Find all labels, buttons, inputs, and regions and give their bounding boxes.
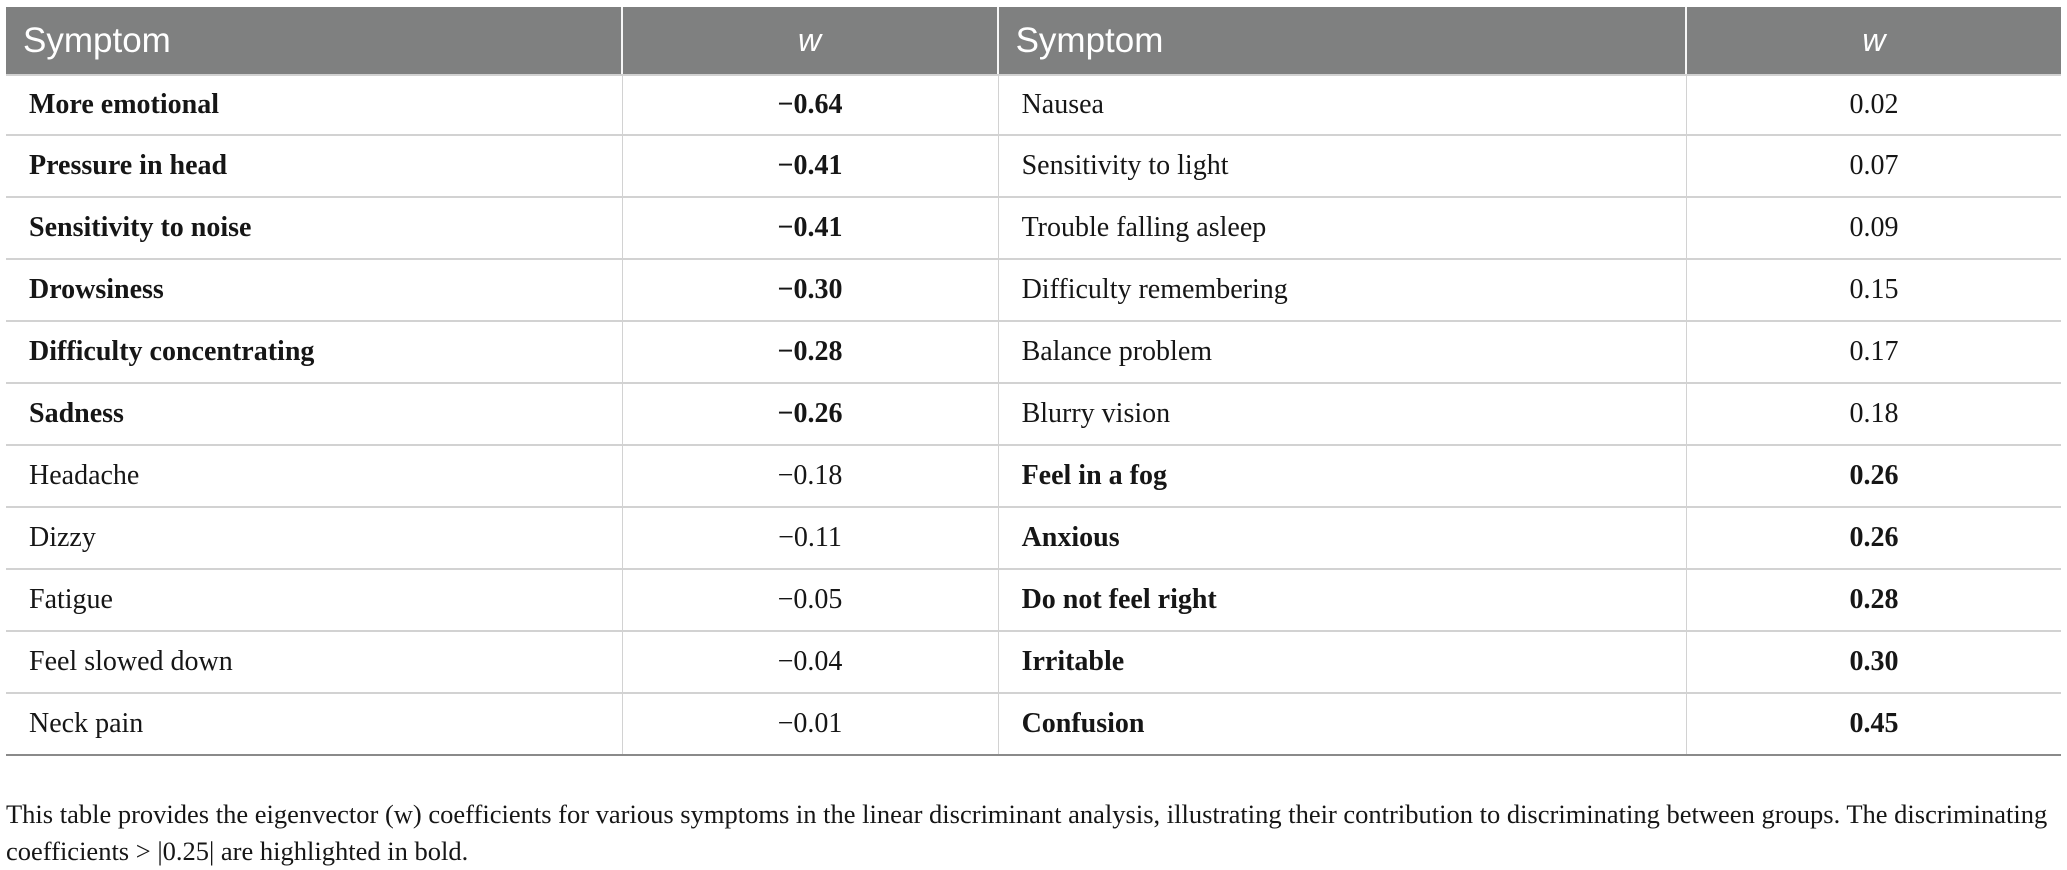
w-value-cell: 0.18 xyxy=(1686,384,2061,444)
symptom-cell: Trouble falling asleep xyxy=(998,198,1687,258)
symptom-cell: Feel slowed down xyxy=(6,632,623,692)
table-body: More emotional −0.64 Nausea 0.02 Pressure in… xyxy=(6,74,2061,756)
symptom-cell: Pressure in head xyxy=(6,136,623,196)
symptom-cell: Dizzy xyxy=(6,508,623,568)
symptom-cell: Neck pain xyxy=(6,694,623,754)
table-row: Difficulty concentrating −0.28 Balance pro… xyxy=(6,322,2061,384)
symptom-cell: Anxious xyxy=(998,508,1687,568)
symptom-cell: Do not feel right xyxy=(998,570,1687,630)
symptom-cell: Sadness xyxy=(6,384,623,444)
column-header-symptom-right: Symptom xyxy=(998,7,1687,74)
lda-coefficients-table: Symptom w Symptom w More emotional −0.64 N… xyxy=(6,7,2061,756)
w-value-cell: 0.09 xyxy=(1686,198,2061,258)
column-header-w-left: w xyxy=(622,7,999,74)
table-header-row: Symptom w Symptom w xyxy=(6,7,2061,74)
w-value-cell: −0.64 xyxy=(622,76,999,134)
w-value-cell: −0.01 xyxy=(622,694,999,754)
w-value-cell: −0.26 xyxy=(622,384,999,444)
w-value-cell: −0.04 xyxy=(622,632,999,692)
w-value-cell: −0.11 xyxy=(622,508,999,568)
symptom-cell: Confusion xyxy=(998,694,1687,754)
table-row: Sensitivity to noise −0.41 Trouble falling… xyxy=(6,198,2061,260)
w-value-cell: 0.45 xyxy=(1686,694,2061,754)
symptom-cell: More emotional xyxy=(6,76,623,134)
table-row: Neck pain −0.01 Confusion 0.45 xyxy=(6,694,2061,756)
table-row: Headache −0.18 Feel in a fog 0.26 xyxy=(6,446,2061,508)
table-row: More emotional −0.64 Nausea 0.02 xyxy=(6,74,2061,136)
w-value-cell: −0.41 xyxy=(622,198,999,258)
symptom-cell: Blurry vision xyxy=(998,384,1687,444)
w-value-cell: 0.07 xyxy=(1686,136,2061,196)
symptom-cell: Sensitivity to noise xyxy=(6,198,623,258)
table-row: Fatigue −0.05 Do not feel right 0.28 xyxy=(6,570,2061,632)
w-value-cell: 0.02 xyxy=(1686,76,2061,134)
w-value-cell: −0.30 xyxy=(622,260,999,320)
symptom-cell: Headache xyxy=(6,446,623,506)
symptom-cell: Feel in a fog xyxy=(998,446,1687,506)
table-footnote: This table provides the eigenvector (w) … xyxy=(6,798,2048,866)
w-value-cell: 0.17 xyxy=(1686,322,2061,382)
symptom-cell: Nausea xyxy=(998,76,1687,134)
table-row: Feel slowed down −0.04 Irritable 0.30 xyxy=(6,632,2061,694)
symptom-cell: Difficulty concentrating xyxy=(6,322,623,382)
symptom-cell: Sensitivity to light xyxy=(998,136,1687,196)
w-value-cell: 0.28 xyxy=(1686,570,2061,630)
w-value-cell: −0.28 xyxy=(622,322,999,382)
w-value-cell: −0.41 xyxy=(622,136,999,196)
w-value-cell: 0.30 xyxy=(1686,632,2061,692)
symptom-cell: Fatigue xyxy=(6,570,623,630)
table-row: Sadness −0.26 Blurry vision 0.18 xyxy=(6,384,2061,446)
w-value-cell: 0.15 xyxy=(1686,260,2061,320)
symptom-cell: Difficulty remembering xyxy=(998,260,1687,320)
symptom-cell: Drowsiness xyxy=(6,260,623,320)
symptom-cell: Irritable xyxy=(998,632,1687,692)
w-value-cell: −0.18 xyxy=(622,446,999,506)
w-value-cell: 0.26 xyxy=(1686,508,2061,568)
column-header-w-right: w xyxy=(1686,7,2061,74)
w-value-cell: 0.26 xyxy=(1686,446,2061,506)
column-header-symptom-left: Symptom xyxy=(6,7,623,74)
table-row: Drowsiness −0.30 Difficulty remembering 0.1… xyxy=(6,260,2061,322)
w-value-cell: −0.05 xyxy=(622,570,999,630)
table-row: Dizzy −0.11 Anxious 0.26 xyxy=(6,508,2061,570)
table-row: Pressure in head −0.41 Sensitivity to ligh… xyxy=(6,136,2061,198)
symptom-cell: Balance problem xyxy=(998,322,1687,382)
